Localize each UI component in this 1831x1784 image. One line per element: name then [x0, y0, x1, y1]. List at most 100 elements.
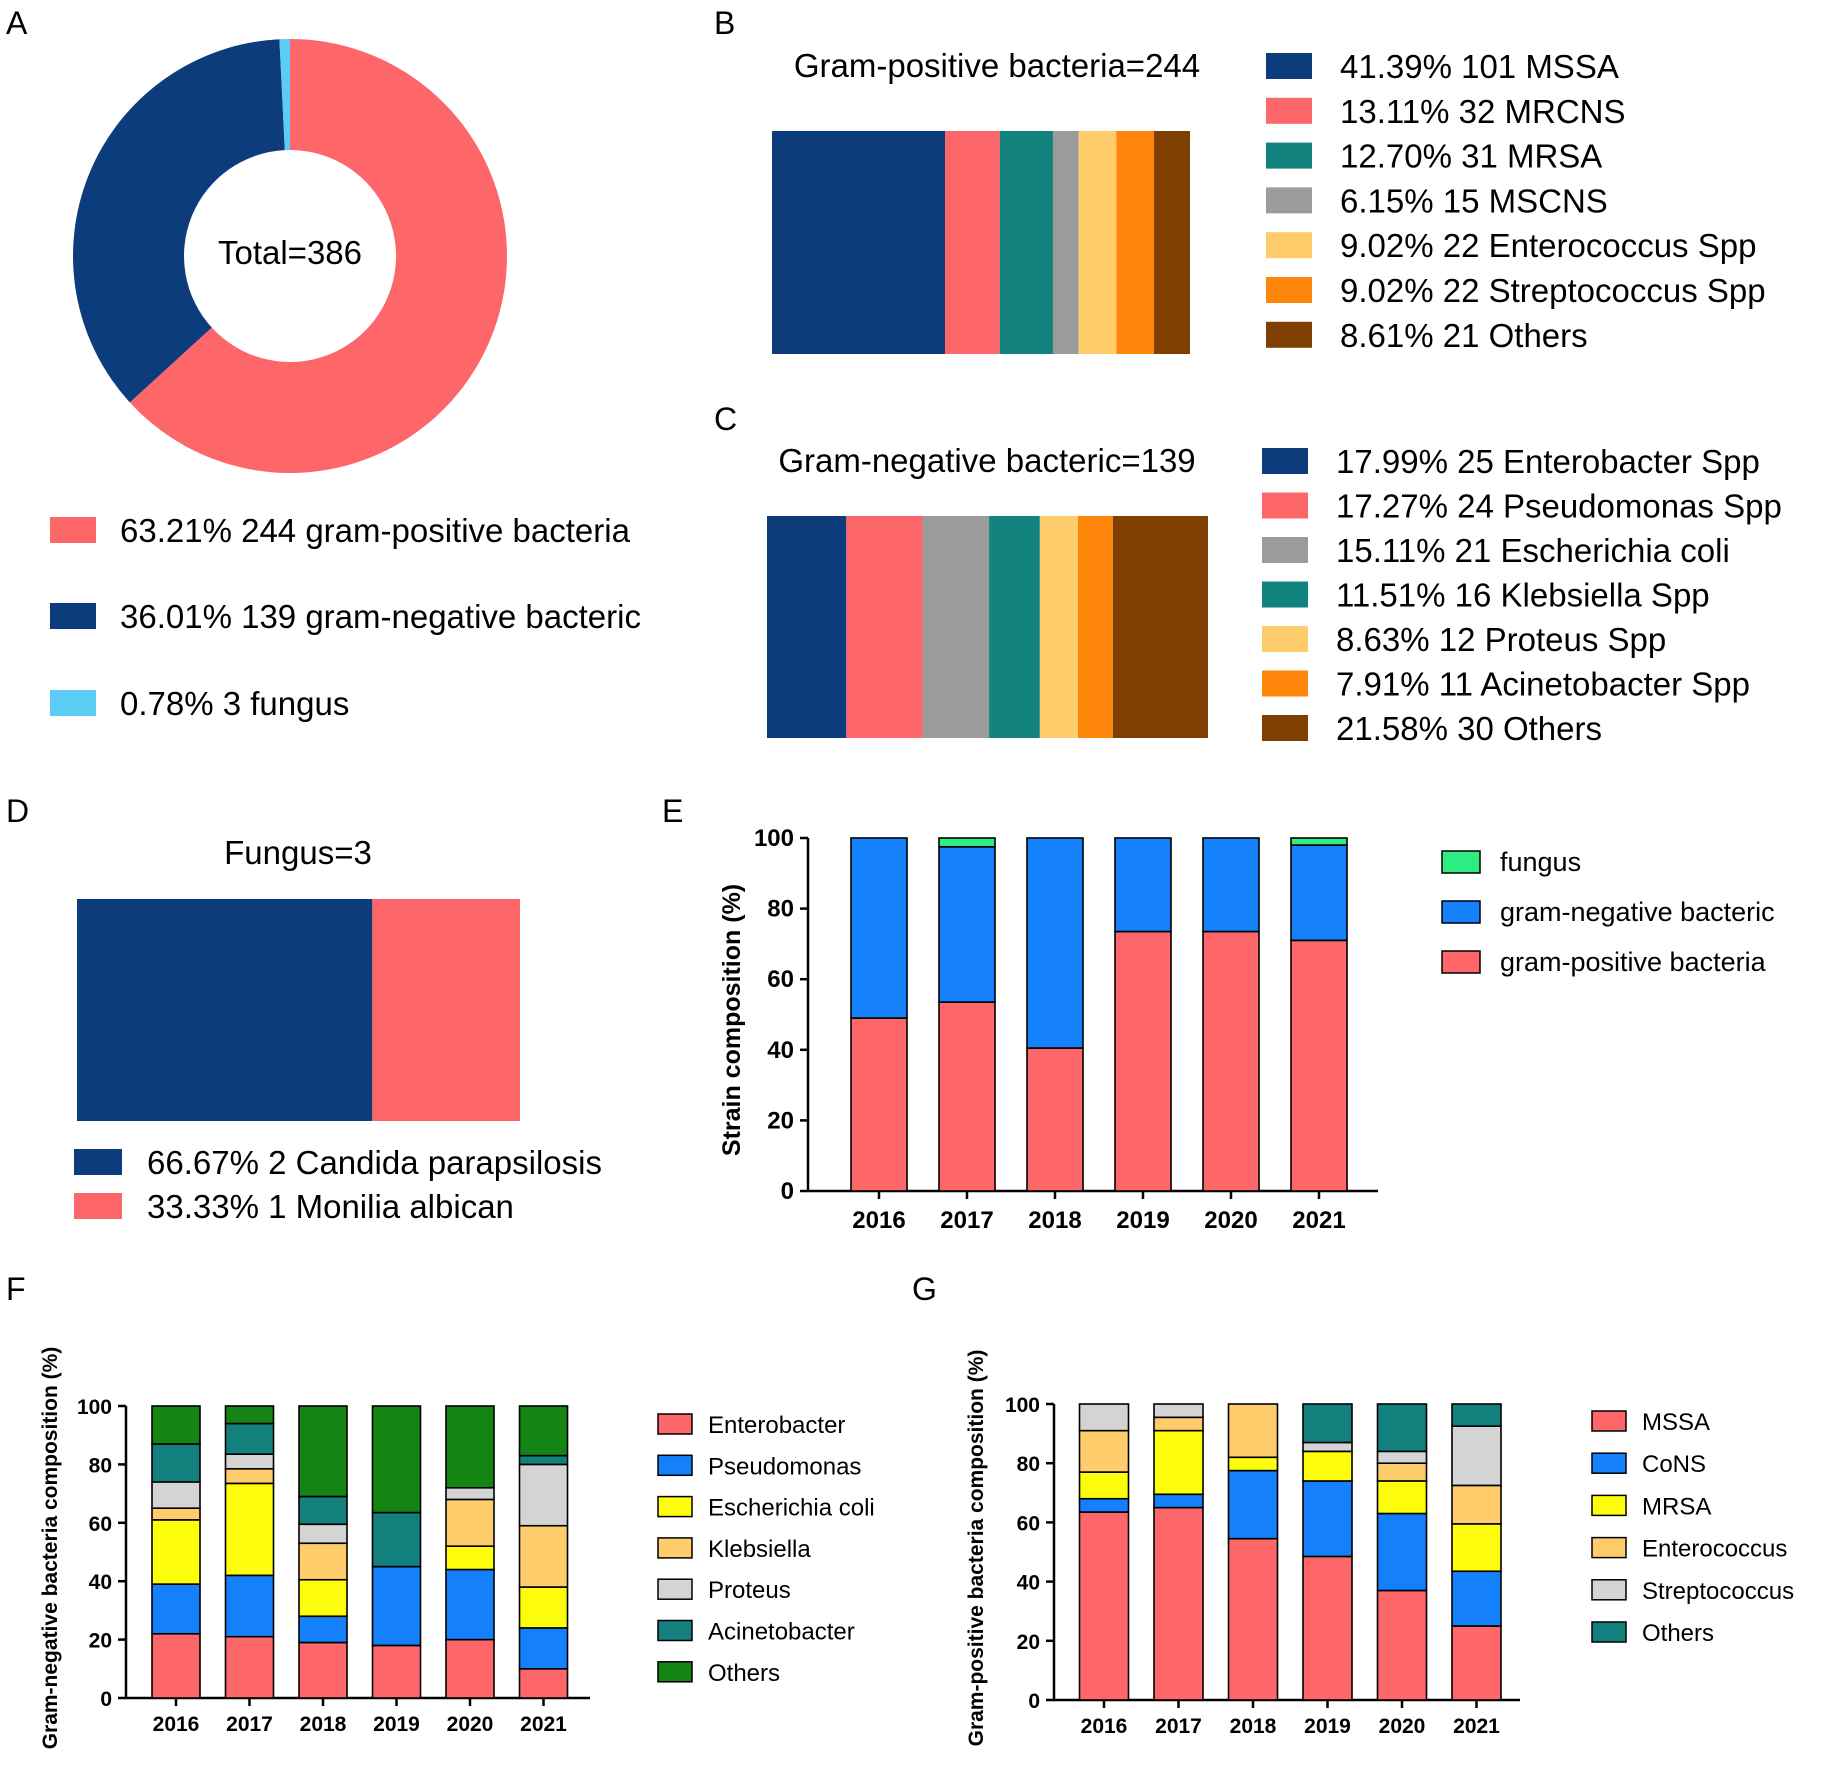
- bar-2019-gram-negative-bacteric: [1114, 837, 1172, 933]
- legend-label-cons: CoNS: [1642, 1451, 1706, 1478]
- legend-swatch-escherichia-coli: [657, 1495, 693, 1518]
- bar-2016-cons: [1078, 1497, 1130, 1513]
- legend-label-others: Others: [708, 1660, 780, 1687]
- bar-2021-mrsa: [1451, 1523, 1502, 1573]
- gram-negative-title: Gram-negative bacteric=139: [778, 442, 1195, 479]
- bar-2016-acinetobacter: [151, 1443, 201, 1483]
- y-tick-label: 80: [89, 1454, 112, 1477]
- legend-label-pseudomonas: Pseudomonas: [708, 1453, 861, 1480]
- legend-label-mrsa: MRSA: [1642, 1493, 1711, 1520]
- legend-swatch-others: [1262, 715, 1308, 741]
- bar-2016-gram-negative-bacteric: [850, 837, 908, 1019]
- gram-negative-composition-y-label: Gram-negative bacteria composition (%): [39, 1347, 62, 1750]
- bar-segment-candida-parapsilosis: [77, 899, 373, 1121]
- bar-2020-escherichia-coli: [445, 1545, 495, 1571]
- legend-swatch-pseudomonas: [657, 1454, 693, 1477]
- bar-2017-pseudomonas: [224, 1574, 275, 1638]
- panel-label-b: B: [714, 5, 735, 41]
- x-tick-label-2016: 2016: [1081, 1715, 1128, 1738]
- bar-2017-mssa: [1153, 1506, 1204, 1701]
- x-tick-label-2017: 2017: [940, 1207, 993, 1234]
- bar-2020-mrsa: [1376, 1480, 1428, 1515]
- legend-label-gram-positive-bacteria: gram-positive bacteria: [1500, 947, 1767, 977]
- bar-2021-enterococcus: [1451, 1484, 1502, 1525]
- strain-composition-chart: 0 20 40 60 80 100 2016 2017 2018 2019 2020 2021 fung…: [754, 825, 1775, 1234]
- bar-2018-proteus: [298, 1523, 348, 1545]
- bar-2018-mssa: [1227, 1537, 1279, 1701]
- bar-2021-pseudomonas: [518, 1627, 569, 1670]
- y-tick-label: 40: [767, 1037, 794, 1064]
- gram-negative-legend: 17.99% 25 Enterobacter Spp 17.27% 24 Pseu…: [1262, 443, 1782, 747]
- x-tick-label-2017: 2017: [1155, 1715, 1202, 1738]
- legend-swatch-klebsiella: [657, 1537, 693, 1559]
- donut-slice-fungus: [279, 39, 290, 151]
- bar-2018-cons: [1227, 1469, 1279, 1540]
- legend-swatch-mrsa: [1591, 1494, 1627, 1517]
- gram-positive-title: Gram-positive bacteria=244: [794, 47, 1200, 84]
- legend-swatch-mscns: [1266, 187, 1312, 214]
- fungus-legend: 66.67% 2 Candida parapsilosis 33.33% 1 Mo…: [74, 1144, 602, 1225]
- x-tick-label-2016: 2016: [852, 1207, 905, 1234]
- bar-2017-proteus: [224, 1453, 275, 1470]
- bar-2016-mrsa: [1078, 1471, 1130, 1500]
- legend-swatch-enterococcus: [1591, 1536, 1627, 1559]
- bar-2017-enterobacter: [224, 1635, 275, 1699]
- bar-2019-pseudomonas: [371, 1565, 422, 1647]
- legend-swatch-streptococcus: [1591, 1579, 1627, 1601]
- y-tick-label: 20: [89, 1630, 112, 1653]
- legend-label-fungus: fungus: [1500, 847, 1581, 877]
- x-tick-label-2018: 2018: [1230, 1715, 1277, 1738]
- bar-2018-klebsiella: [298, 1542, 348, 1581]
- bar-2021-others: [1451, 1403, 1502, 1428]
- bar-2017-klebsiella: [224, 1467, 275, 1485]
- legend-swatch-cons: [1591, 1452, 1627, 1474]
- legend-swatch-candida-parapsilosis: [74, 1149, 122, 1175]
- legend-swatch-monilia-albican: [74, 1193, 122, 1219]
- legend-swatch-enterobacter-spp: [1262, 448, 1308, 474]
- legend-label-escherichia-coli: Escherichia coli: [708, 1495, 875, 1522]
- bar-2017-others: [224, 1405, 275, 1425]
- donut-center-text: Total=386: [218, 234, 362, 271]
- legend-swatch-mssa: [1591, 1410, 1627, 1432]
- legend-label-others: Others: [1642, 1620, 1714, 1647]
- x-tick-label-2019: 2019: [1116, 1207, 1169, 1234]
- bar-2021-escherichia-coli: [518, 1586, 569, 1629]
- x-tick-label-2020: 2020: [447, 1713, 494, 1736]
- legend-swatch-gram-negative-bacteric: [1441, 900, 1481, 924]
- bar-2021-streptococcus: [1451, 1425, 1502, 1487]
- bar-2019-acinetobacter: [371, 1511, 422, 1568]
- legend-swatch-enterococcus-spp: [1266, 232, 1312, 259]
- legend-swatch-pseudomonas-spp: [1262, 492, 1308, 519]
- bar-segment-mscns: [1052, 131, 1079, 354]
- bar-2021-acinetobacter: [518, 1454, 569, 1466]
- y-tick-label: 80: [1017, 1453, 1040, 1476]
- bar-2019-mssa: [1302, 1555, 1353, 1701]
- bar-2020-enterococcus: [1376, 1462, 1428, 1482]
- legend-label-others: 21.58% 30 Others: [1336, 710, 1602, 747]
- bar-2020-proteus: [445, 1486, 495, 1501]
- legend-label-fungus: 0.78% 3 fungus: [120, 685, 349, 722]
- y-tick-label: 60: [1017, 1512, 1040, 1535]
- legend-swatch-fungus: [1441, 850, 1481, 874]
- y-tick-label: 40: [89, 1571, 112, 1594]
- bar-2018-enterobacter: [298, 1641, 348, 1699]
- legend-swatch-mrsa: [1266, 142, 1312, 169]
- bar-2020-gram-negative-bacteric: [1202, 837, 1260, 933]
- bar-2017-gram-positive-bacteria: [938, 1001, 996, 1192]
- legend-swatch-gram-positive-bacteria: [1441, 950, 1481, 974]
- bar-2021-others: [518, 1405, 569, 1457]
- legend-swatch-acinetobacter: [657, 1619, 693, 1642]
- donut-slice-gram-positive-bacteria: [129, 39, 507, 473]
- bar-2020-mssa: [1376, 1589, 1428, 1701]
- bar-2016-proteus: [151, 1481, 201, 1510]
- y-tick-label: 100: [754, 825, 794, 852]
- y-tick-label: 20: [1017, 1631, 1040, 1654]
- legend-label-streptococcus: Streptococcus: [1642, 1578, 1794, 1605]
- x-tick-label-2019: 2019: [373, 1713, 420, 1736]
- legend-label-streptococcus-spp: 9.02% 22 Streptococcus Spp: [1340, 272, 1766, 309]
- bar-2017-escherichia-coli: [224, 1482, 275, 1577]
- legend-swatch-escherichia-coli: [1262, 537, 1308, 563]
- fungus-title: Fungus=3: [224, 834, 372, 871]
- y-tick-label: 60: [767, 966, 794, 993]
- bar-2018-pseudomonas: [298, 1615, 348, 1644]
